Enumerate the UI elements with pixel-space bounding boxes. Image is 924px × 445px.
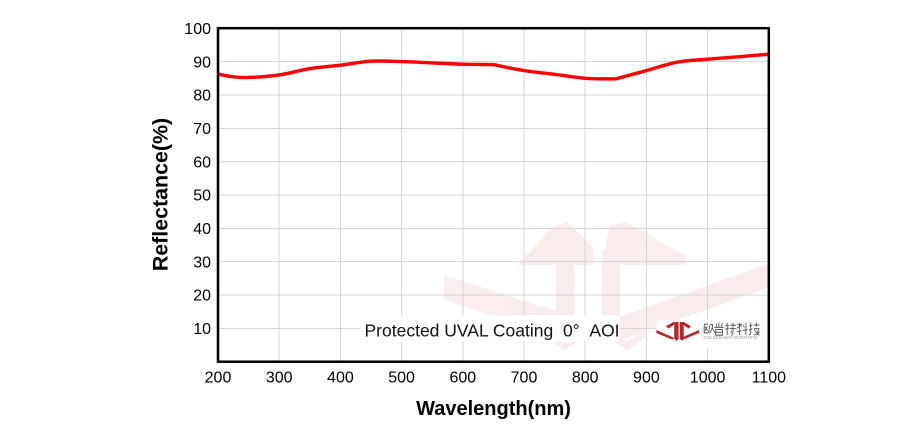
svg-text:10: 10 (193, 321, 211, 338)
svg-text:400: 400 (327, 370, 354, 387)
svg-text:100: 100 (184, 21, 211, 38)
svg-text:600: 600 (449, 370, 476, 387)
svg-text:90: 90 (193, 54, 211, 71)
svg-text:40: 40 (193, 221, 211, 238)
svg-text:900: 900 (633, 370, 660, 387)
svg-text:60: 60 (193, 154, 211, 171)
svg-text:200: 200 (205, 370, 232, 387)
svg-text:70: 70 (193, 121, 211, 138)
svg-text:1000: 1000 (690, 370, 726, 387)
svg-text:50: 50 (193, 188, 211, 205)
svg-text:1100: 1100 (752, 370, 787, 387)
svg-text:GOLDEN WAY SCIENTIFIC: GOLDEN WAY SCIENTIFIC (703, 335, 759, 340)
svg-text:20: 20 (193, 288, 211, 305)
svg-text:30: 30 (193, 254, 211, 271)
svg-text:500: 500 (388, 370, 415, 387)
svg-text:300: 300 (266, 370, 293, 387)
svg-text:800: 800 (572, 370, 599, 387)
svg-text:80: 80 (193, 88, 211, 105)
svg-text:700: 700 (511, 370, 538, 387)
svg-text:Protected UVAL Coating 0° AO: Protected UVAL Coating 0° AOI (365, 321, 620, 341)
svg-text:Reflectance(%): Reflectance(%) (149, 118, 173, 271)
svg-text:Wavelength(nm): Wavelength(nm) (416, 398, 571, 420)
